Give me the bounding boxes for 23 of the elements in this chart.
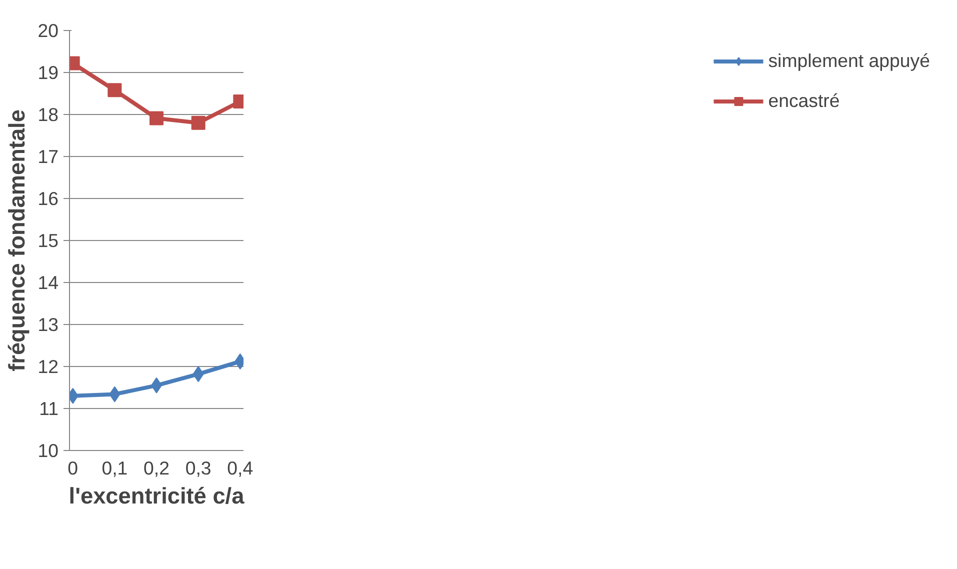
y-tick-label: 13 (38, 314, 59, 335)
x-tick-label: 0 (68, 458, 78, 478)
y-tick-label: 10 (38, 440, 59, 461)
y-tick-label: 12 (38, 356, 59, 377)
x-tick-label: 0,3 (185, 458, 212, 478)
x-axis-title: l'excentricité c/a (68, 482, 245, 508)
x-tick-label: 0,4 (227, 458, 254, 478)
y-tick-label: 15 (38, 230, 59, 251)
point (191, 116, 206, 130)
y-tick-label: 20 (38, 20, 59, 41)
x-tick-label: 0,2 (144, 458, 170, 478)
y-tick-label: 11 (39, 398, 59, 419)
y-tick-label: 17 (38, 146, 59, 167)
y-tick-label: 16 (38, 188, 59, 209)
y-tick-label: 14 (38, 272, 59, 293)
y-axis-title: fréquence fondamentale (4, 110, 30, 372)
x-tick-label: 0,1 (102, 458, 128, 478)
y-tick-label: 18 (38, 104, 59, 125)
legend-label: encastré (768, 90, 840, 112)
point (108, 83, 122, 98)
y-tick-label: 19 (38, 62, 59, 83)
legend-label: simplement appuyé (768, 50, 930, 72)
point (150, 111, 164, 126)
